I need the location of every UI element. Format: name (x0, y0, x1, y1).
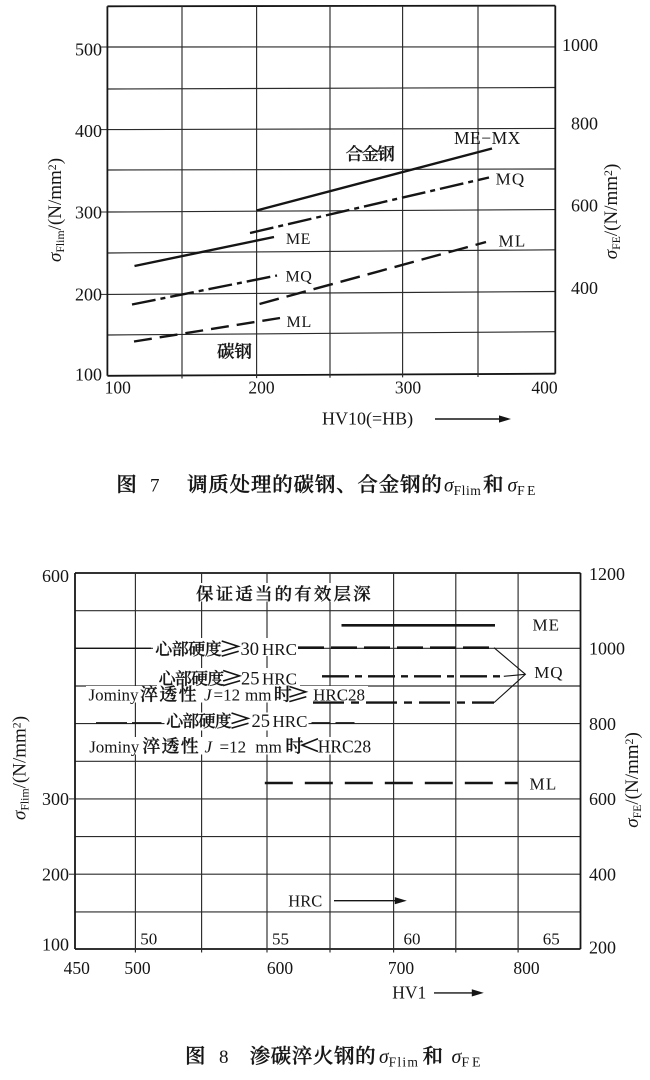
svg-text:700: 700 (388, 958, 415, 978)
svg-text:σFE/(N/mm2): σFE/(N/mm2) (622, 732, 644, 828)
svg-text:ML: ML (530, 775, 558, 794)
svg-text:200: 200 (248, 378, 275, 398)
svg-text:7: 7 (150, 476, 160, 497)
svg-text:σFE: σFE (452, 1046, 484, 1071)
svg-text:300: 300 (75, 203, 102, 223)
svg-text:100: 100 (75, 364, 102, 384)
svg-text:30: 30 (241, 640, 260, 660)
svg-text:MQ: MQ (534, 663, 563, 682)
svg-text:ME: ME (533, 616, 561, 635)
svg-text:200: 200 (42, 865, 69, 885)
svg-text:50: 50 (140, 930, 157, 949)
svg-text:450: 450 (64, 958, 91, 978)
svg-text:J: J (205, 737, 214, 756)
svg-text:=12: =12 (214, 686, 241, 705)
svg-text:600: 600 (589, 789, 616, 809)
svg-text:MQ: MQ (286, 269, 313, 286)
svg-text:HRC: HRC (288, 892, 322, 911)
svg-text:σFE: σFE (508, 476, 538, 499)
svg-text:55: 55 (272, 930, 289, 949)
svg-text:σFlim: σFlim (444, 476, 481, 499)
svg-text:1200: 1200 (589, 564, 625, 584)
svg-text:500: 500 (75, 39, 102, 59)
svg-text:HRC28: HRC28 (313, 686, 365, 705)
svg-text:300: 300 (395, 378, 422, 398)
svg-text:300: 300 (42, 789, 69, 809)
svg-text:200: 200 (589, 938, 616, 958)
svg-text:25: 25 (252, 712, 271, 732)
svg-text:500: 500 (124, 958, 151, 978)
svg-text:400: 400 (75, 121, 102, 141)
svg-text:400: 400 (589, 864, 616, 884)
svg-text:HRC28: HRC28 (318, 736, 372, 756)
svg-text:HRC: HRC (262, 670, 297, 689)
svg-text:ME−MX: ME−MX (454, 128, 521, 148)
svg-text:800: 800 (571, 114, 598, 134)
svg-text:ML: ML (499, 232, 527, 251)
svg-text:ME: ME (286, 231, 311, 248)
svg-text:800: 800 (513, 958, 540, 978)
svg-text:HRC: HRC (262, 640, 297, 659)
svg-text:HV10(=HB): HV10(=HB) (322, 409, 413, 430)
svg-text:600: 600 (42, 566, 69, 586)
svg-text:MQ: MQ (496, 170, 526, 189)
svg-text:600: 600 (267, 958, 294, 978)
svg-text:σFlim/(N/mm2): σFlim/(N/mm2) (45, 158, 67, 262)
svg-text:HV1: HV1 (392, 982, 426, 1002)
svg-text:J: J (204, 686, 213, 705)
svg-text:Jominy: Jominy (89, 737, 140, 756)
svg-text:σFlim: σFlim (379, 1047, 419, 1070)
svg-text:mm: mm (255, 737, 281, 756)
svg-text:HRC: HRC (273, 712, 308, 731)
svg-text:25: 25 (241, 670, 260, 690)
svg-text:65: 65 (543, 930, 560, 949)
svg-text:100: 100 (105, 378, 132, 398)
svg-text:400: 400 (531, 378, 558, 398)
svg-text:Jominy: Jominy (89, 686, 140, 705)
svg-text:200: 200 (75, 284, 102, 304)
svg-text:mm: mm (245, 686, 271, 705)
svg-text:100: 100 (42, 934, 69, 954)
svg-text:400: 400 (571, 278, 598, 298)
svg-text:800: 800 (589, 714, 616, 734)
svg-text:σFlim/(N/mm2): σFlim/(N/mm2) (9, 716, 31, 820)
svg-text:=12: =12 (220, 737, 247, 756)
svg-text:60: 60 (404, 930, 421, 949)
svg-text:600: 600 (571, 195, 598, 215)
svg-text:1000: 1000 (562, 35, 598, 55)
svg-text:ML: ML (287, 314, 313, 331)
svg-text:σFE/(N/mm2): σFE/(N/mm2) (601, 164, 623, 260)
svg-text:8: 8 (219, 1047, 229, 1068)
svg-text:1000: 1000 (589, 639, 625, 659)
